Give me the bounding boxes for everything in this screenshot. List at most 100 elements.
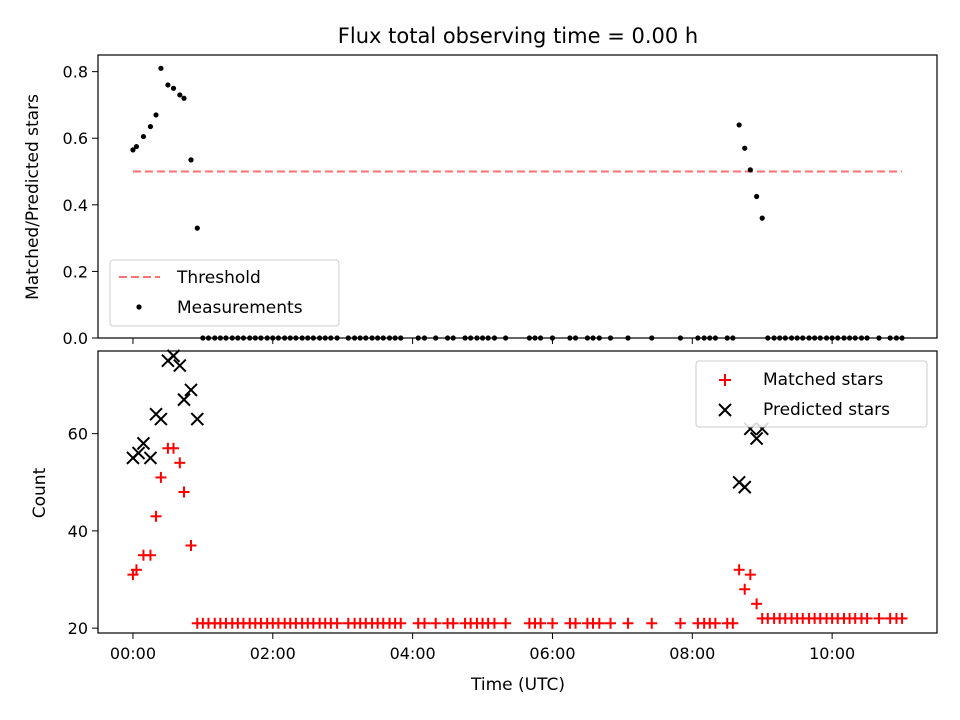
measurement-point [899, 335, 905, 341]
measurement-point [270, 335, 276, 341]
measurement-point [147, 123, 154, 130]
measurement-point [841, 335, 847, 341]
measurement-point [596, 335, 602, 341]
predicted-star-point [749, 431, 764, 446]
predicted-star-point [131, 446, 146, 460]
measurement-point [398, 335, 404, 341]
bottom-legend: Matched stars Predicted stars [695, 360, 928, 428]
matched-star-point [604, 617, 616, 629]
legend-measurements-swatch [136, 304, 142, 310]
measurement-point [188, 157, 194, 163]
bottom-series-layer [126, 349, 908, 629]
measurement-point [200, 335, 206, 341]
measurement-point [736, 122, 742, 128]
measurement-point [130, 147, 136, 153]
measurement-point [177, 92, 183, 98]
legend-matched-swatch [719, 374, 731, 386]
measurement-point [800, 335, 806, 341]
measurement-point [864, 335, 870, 341]
matched-star-point [174, 457, 186, 469]
measurement-point [887, 335, 893, 341]
predicted-star-point [738, 480, 752, 494]
measurement-point [415, 335, 421, 341]
matched-star-point [873, 612, 885, 624]
measurement-point [817, 335, 823, 341]
measurement-point [707, 335, 713, 341]
measurement-point [392, 335, 398, 341]
legend-matched-label: Matched stars [763, 370, 883, 390]
measurement-point [754, 193, 760, 200]
measurement-point [421, 335, 428, 341]
matched-star-point [739, 583, 751, 595]
measurement-point [322, 335, 328, 341]
top-legend-box [109, 259, 340, 327]
matched-star-point [751, 598, 763, 610]
measurement-point [782, 335, 788, 341]
predicted-star-point [136, 436, 151, 451]
legend-predicted-label: Predicted stars [763, 400, 890, 420]
matched-star-point [395, 617, 407, 629]
measurement-point [375, 335, 381, 341]
bottom-legend-box [695, 360, 928, 428]
matched-star-point [622, 617, 634, 629]
y-tick-label: 0.8 [63, 63, 88, 82]
bottom-x-axis: 00:00 02:00 04:00 06:00 08:00 10:00 [110, 633, 855, 663]
measurement-point [287, 335, 293, 341]
measurement-point [829, 335, 835, 341]
measurement-point [695, 335, 701, 341]
matched-star-point [447, 617, 459, 629]
top-y-axis: 0.0 0.2 0.4 0.6 0.8 [63, 63, 98, 348]
x-tick-label: 02:00 [250, 644, 296, 663]
measurement-point [462, 335, 468, 341]
measurement-point [194, 225, 200, 231]
measurement-point [724, 335, 730, 341]
measurement-point [765, 335, 771, 341]
x-tick-label: 06:00 [529, 644, 575, 663]
predicted-star-point [173, 358, 187, 373]
predicted-star-point [143, 451, 158, 465]
measurement-point [742, 145, 748, 151]
measurement-point [876, 335, 882, 341]
measurement-point [777, 335, 783, 341]
measurement-point [584, 335, 591, 341]
measurement-point [485, 335, 491, 341]
matched-star-point [546, 617, 558, 629]
top-plot-frame [97, 54, 938, 339]
measurement-point [170, 85, 177, 91]
measurement-point [474, 335, 480, 341]
measurement-point [444, 335, 451, 341]
measurement-point [386, 335, 393, 341]
matched-star-point [130, 564, 142, 576]
measurement-point [893, 335, 900, 341]
predicted-star-point [177, 392, 191, 407]
measurement-point [607, 335, 614, 341]
predicted-star-point [154, 412, 168, 426]
y-tick-label: 0.0 [63, 329, 88, 348]
matched-star-point [646, 617, 658, 629]
matched-star-point [535, 617, 547, 629]
predicted-star-point [166, 349, 181, 363]
matched-star-point [168, 442, 180, 454]
measurement-point [363, 335, 369, 341]
matched-star-point [744, 569, 756, 581]
measurement-point [479, 335, 486, 341]
y-tick-label: 0.6 [63, 129, 88, 148]
matched-star-point [155, 471, 167, 483]
matched-star-point [674, 617, 686, 629]
legend-threshold-label: Threshold [176, 268, 261, 288]
y-tick-label: 0.2 [63, 262, 88, 281]
top-y-axis-label: Matched/Predicted stars [23, 94, 43, 300]
measurement-point [217, 335, 223, 341]
y-tick-label: 40 [68, 522, 88, 541]
measurement-point [247, 335, 253, 341]
y-tick-label: 0.4 [63, 196, 88, 215]
bottom-y-axis-label: Count [30, 467, 50, 518]
measurement-point [747, 167, 753, 173]
measurement-point [858, 335, 865, 341]
measurement-point [140, 133, 147, 140]
measurement-point [165, 82, 171, 88]
matched-star-point [150, 510, 162, 522]
measurement-point [450, 335, 456, 341]
measurement-point [812, 335, 818, 341]
legend-predicted-swatch [718, 403, 732, 417]
